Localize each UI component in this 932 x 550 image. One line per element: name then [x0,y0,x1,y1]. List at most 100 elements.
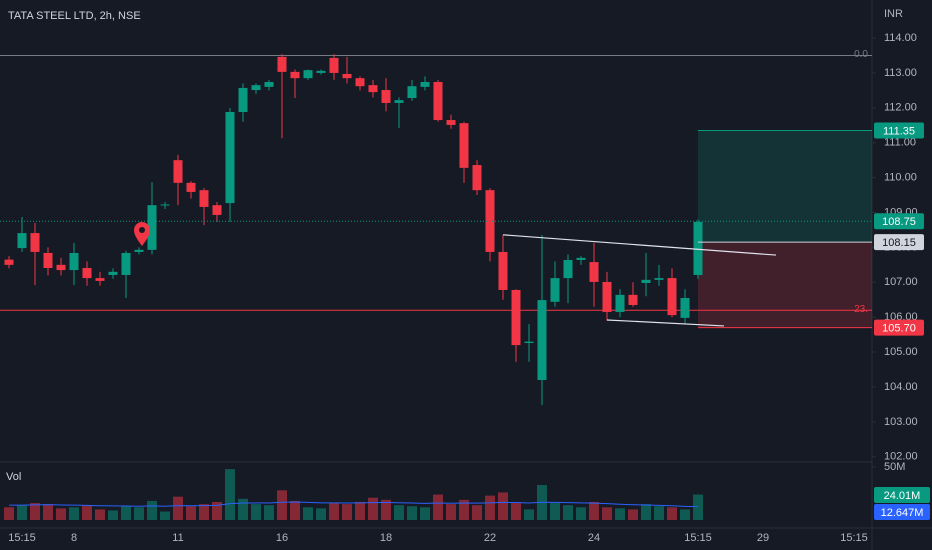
candle-body [277,56,287,72]
candle-body [641,279,651,283]
volume-bar [277,490,287,520]
volume-bar [602,507,612,520]
horizontal-line-label: 0.0 [854,49,868,60]
candle-body [225,112,235,204]
candle-body [368,85,378,93]
y-tick-label: 112.00 [884,102,917,114]
volume-bar [693,494,703,520]
x-tick-label: 24 [588,532,600,544]
position-stop-zone [698,242,872,328]
volume-bar [459,499,469,520]
candle-body [680,297,690,318]
volume-bar [69,507,79,520]
price-tag-label: 108.75 [882,216,916,228]
candle-body [511,289,521,346]
volume-tag-label: 12.647M [881,507,924,519]
volume-bar [485,495,495,520]
x-tick-label: 22 [484,532,496,544]
candle-body [264,82,274,87]
candle-body [667,278,677,316]
candle-body [472,165,482,191]
y-tick-label: 114.00 [884,32,917,44]
candle-body [381,90,391,103]
candle-body [589,262,599,282]
volume-bar [472,505,482,520]
y-tick-label: 102.00 [884,451,918,463]
volume-bar [446,504,456,520]
candle-body [550,278,560,302]
candle-body [654,278,664,280]
volume-bar [251,504,261,520]
y-tick-label: 113.00 [884,67,917,79]
volume-bar [368,497,378,520]
volume-bar [420,507,430,520]
volume-bar [641,504,651,520]
candle-body [498,251,508,290]
volume-bar [108,510,118,520]
candle-body [615,294,625,312]
volume-bar [17,505,27,520]
candle-body [95,278,105,281]
volume-bar [576,507,586,520]
y-tick-label: 104.00 [884,381,918,393]
volume-bar [680,509,690,520]
volume-bar [355,501,365,520]
pin-marker [134,222,150,246]
volume-bar [121,506,131,520]
volume-bar [498,492,508,520]
x-tick-label: 18 [380,532,392,544]
volume-bar [4,507,14,520]
candle-body [407,86,417,99]
candle-body [82,267,92,279]
x-tick-label: 15:15 [840,532,868,544]
volume-tag [874,487,930,503]
candle-body [56,264,66,271]
candle-body [537,300,547,380]
volume-tag [874,504,930,520]
volume-title: Vol [6,471,21,483]
marks: 0.023.102.00103.00104.00105.00106.00107.… [0,32,930,544]
candle-body [485,190,495,252]
candle-body [4,259,14,265]
volume-bar [186,506,196,520]
volume-bar [615,508,625,520]
candle-body [108,271,118,275]
candle-body [459,123,469,168]
y-tick-label: 105.00 [884,346,918,358]
volume-bar [30,503,40,520]
candle-body [17,233,27,249]
volume-bar [628,509,638,520]
candle-body [251,85,261,91]
volume-tick-label: 50M [884,461,905,473]
pin-hole [139,227,145,233]
x-tick-label: 15:15 [8,532,36,544]
candle-body [303,70,313,79]
candle-body [446,120,456,125]
candle-body [212,205,222,215]
candle-body [160,204,170,206]
currency: INR [884,8,903,20]
volume-bar [316,508,326,520]
candle-body [199,190,209,207]
volume-bar [199,504,209,520]
chart-title: TATA STEEL LTD, 2h, NSE [8,10,141,22]
candle-body [290,71,300,79]
candle-body [355,78,365,87]
volume-bar [433,494,443,520]
volume-tag-label: 24.01M [884,490,921,502]
volume-bar [56,508,66,520]
candle-body [433,82,443,121]
candle-body [628,294,638,305]
candle-body [121,252,131,275]
x-tick-label: 16 [276,532,288,544]
candle-body [238,87,248,113]
volume-bar [563,505,573,520]
volume-bar [394,505,404,520]
candle-body [394,100,404,103]
candle-body [69,252,79,271]
y-tick-label: 107.00 [884,276,918,288]
price-tag [874,319,924,336]
volume-bar [82,505,92,520]
candle-body [693,221,703,275]
